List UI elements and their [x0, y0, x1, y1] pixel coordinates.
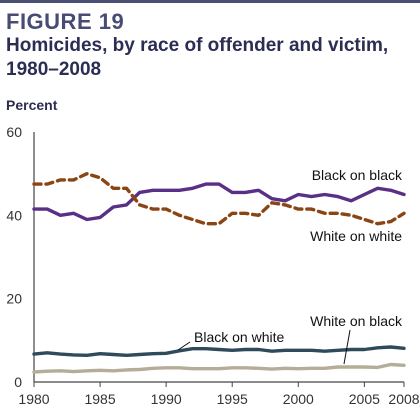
- x-tick-label: 1985: [84, 391, 115, 407]
- x-tick-label: 1990: [151, 391, 182, 407]
- y-tick-label: 20: [6, 291, 22, 307]
- x-tick-label: 1980: [18, 391, 49, 407]
- figure-number: FIGURE 19: [6, 9, 125, 34]
- series-label: Black on white: [194, 329, 284, 345]
- series-line-black-on-black: [32, 182, 406, 222]
- y-tick-label: 60: [6, 124, 22, 140]
- series-line-white-on-white: [32, 171, 406, 226]
- x-tick-label: 2005: [349, 391, 380, 407]
- chart-title: Homicides, by race of offender and victi…: [6, 35, 389, 80]
- series-label: White on white: [310, 228, 402, 244]
- series-line-black-on-white: [32, 345, 406, 357]
- leader-line-black-on-white: [177, 341, 191, 351]
- series-label: Black on black: [312, 167, 403, 183]
- y-tick-label: 40: [6, 207, 22, 223]
- y-tick-label: 0: [14, 374, 22, 390]
- x-tick-label: 2000: [283, 391, 314, 407]
- series-line-white-on-black: [32, 362, 406, 374]
- x-tick-label: 2008: [388, 391, 419, 407]
- figure-label: FIGURE 19: [0, 0, 420, 34]
- series-label: White on black: [310, 313, 403, 329]
- y-axis-label: Percent: [6, 97, 58, 113]
- x-tick-label: 1995: [217, 391, 248, 407]
- leader-line-white-on-black: [343, 329, 351, 365]
